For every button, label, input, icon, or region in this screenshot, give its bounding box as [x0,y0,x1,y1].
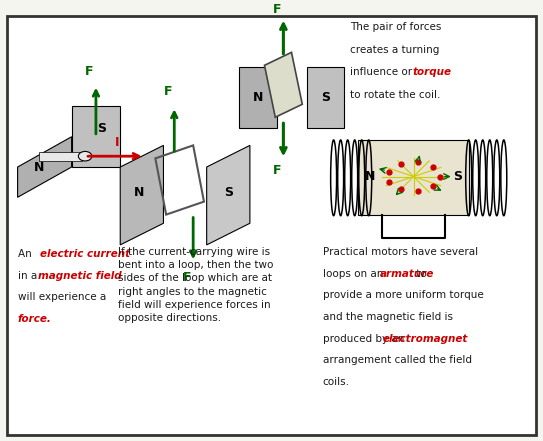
Text: F: F [273,4,281,16]
Text: loops on an: loops on an [323,269,387,279]
Text: coils.: coils. [323,377,350,387]
Text: in a: in a [17,271,40,281]
Text: provide a more uniform torque: provide a more uniform torque [323,290,484,300]
Text: magnetic field: magnetic field [38,271,122,281]
Text: N: N [253,91,263,104]
Text: S: S [224,187,233,199]
Text: An: An [17,249,35,259]
Text: Practical motors have several: Practical motors have several [323,247,478,257]
Bar [358,140,469,216]
Text: If the current-carrying wire is
bent into a loop, then the two
sides of the loop: If the current-carrying wire is bent int… [117,247,273,323]
Polygon shape [17,137,72,197]
Ellipse shape [78,151,92,161]
Text: torque: torque [413,67,452,78]
Text: S: S [321,91,330,104]
Text: to rotate the coil.: to rotate the coil. [350,90,440,100]
Text: influence or: influence or [350,67,415,78]
Text: to: to [413,269,427,279]
Text: arrangement called the field: arrangement called the field [323,355,472,365]
Text: The pair of forces: The pair of forces [350,22,441,32]
Text: F: F [85,65,93,78]
Polygon shape [207,146,250,245]
Text: produced by an: produced by an [323,333,407,344]
Polygon shape [264,52,302,117]
Text: N: N [134,187,144,199]
Text: force.: force. [17,314,52,324]
Bar [39,152,83,161]
Text: F: F [182,271,191,284]
Bar [307,67,344,128]
Text: I: I [115,136,120,149]
Bar [239,67,277,128]
Text: N: N [365,170,375,183]
Text: armature: armature [380,269,434,279]
Polygon shape [120,146,163,245]
Text: S: S [97,122,106,135]
Text: electromagnet: electromagnet [382,333,468,344]
Text: S: S [453,170,463,183]
Text: F: F [273,164,281,176]
Text: and the magnetic field is: and the magnetic field is [323,312,453,322]
Text: N: N [34,161,45,173]
Polygon shape [72,106,120,167]
Text: F: F [163,85,172,98]
Text: will experience a: will experience a [17,292,106,303]
Text: creates a turning: creates a turning [350,45,439,55]
Text: electric current: electric current [40,249,130,259]
